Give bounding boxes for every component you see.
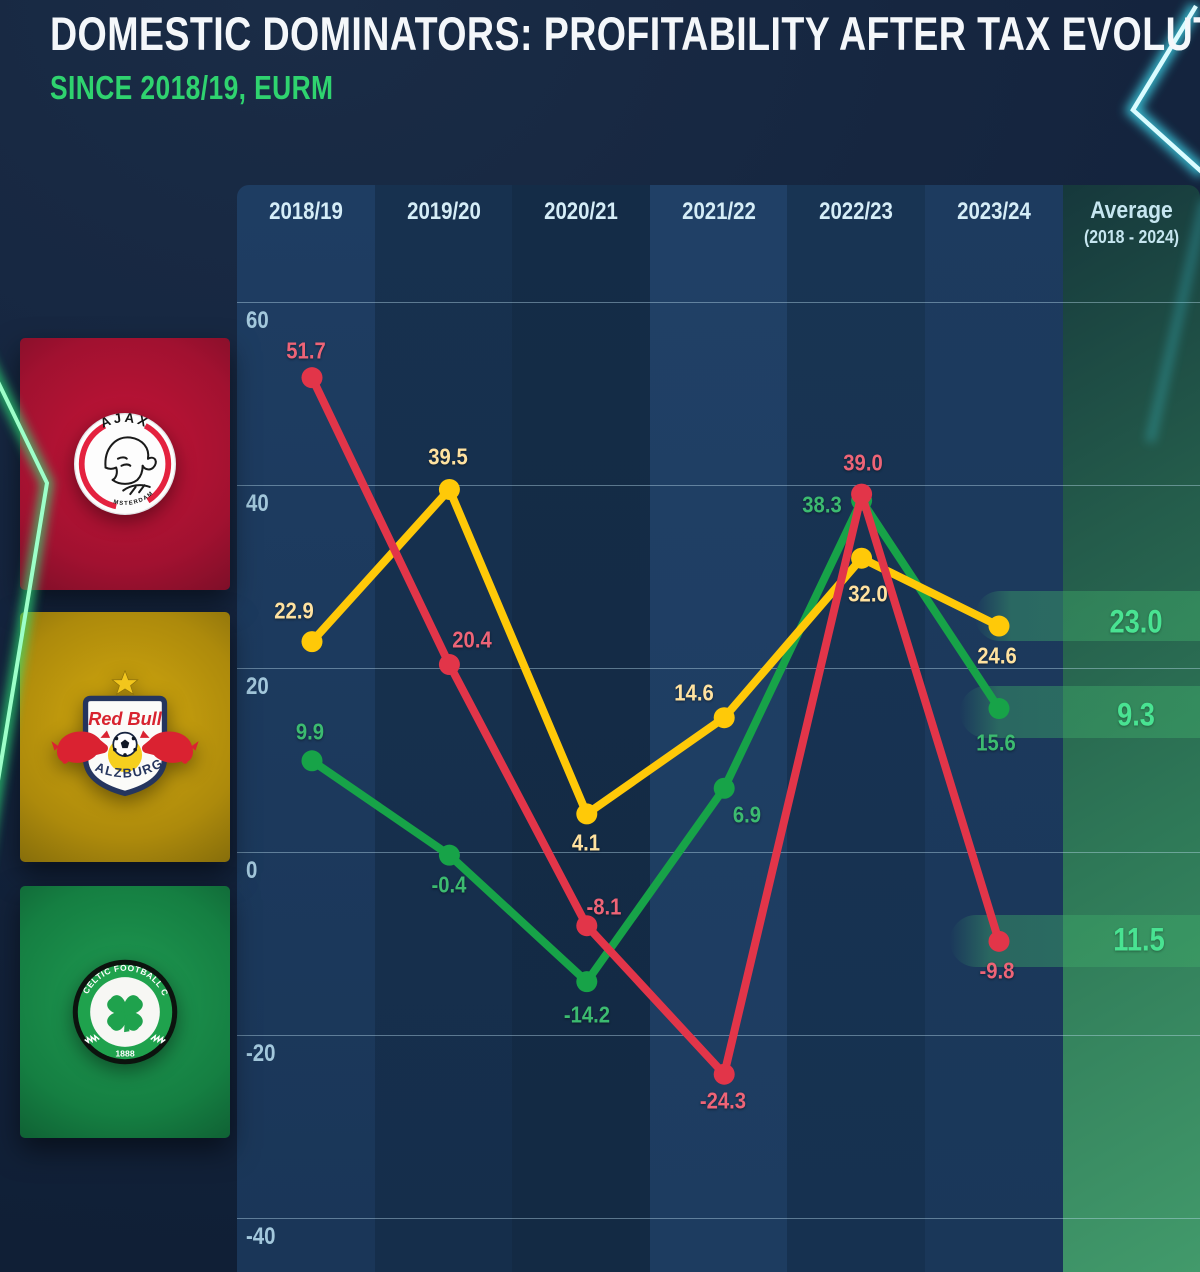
y-tick-40: 40 bbox=[246, 489, 269, 517]
chart-panel: 2018/19 2019/20 2020/21 2021/22 2022/23 … bbox=[237, 185, 1200, 1272]
column-2021-22 bbox=[650, 185, 787, 1272]
y-tick-20: 20 bbox=[246, 673, 269, 701]
y-tick--20: -20 bbox=[246, 1039, 276, 1067]
salzburg-football-icon bbox=[112, 731, 138, 757]
celtic-laurel-right bbox=[150, 1034, 166, 1044]
page-subtitle: SINCE 2018/19, EURM bbox=[50, 69, 334, 106]
column-header-2019-20: 2019/20 bbox=[407, 198, 481, 225]
gridline-20 bbox=[237, 668, 1200, 670]
column-header-2020-21: 2020/21 bbox=[544, 198, 618, 225]
salzburg-bull-left bbox=[51, 730, 111, 764]
celtic-logo: THE CELTIC FOOTBALL CLUB 1888 bbox=[72, 959, 178, 1065]
column-2018-19 bbox=[237, 185, 375, 1272]
salzburg-logo: Red Bull SALZBURG bbox=[45, 664, 199, 797]
average-header-line2: (2018 - 2024) bbox=[1083, 227, 1180, 247]
column-2022-23 bbox=[787, 185, 925, 1272]
gridline-0 bbox=[237, 851, 1200, 853]
column-header-2022-23: 2022/23 bbox=[819, 198, 893, 225]
ajax-logo: AJAX AMSTERDAM bbox=[73, 411, 177, 516]
average-highlight-salzburg bbox=[975, 591, 1200, 641]
y-tick-60: 60 bbox=[246, 306, 269, 334]
gridline-60 bbox=[237, 301, 1200, 303]
average-header-line1: Average bbox=[1090, 197, 1173, 224]
column-header-2021-22: 2021/22 bbox=[682, 198, 756, 225]
club-panel-celtic: THE CELTIC FOOTBALL CLUB 1888 bbox=[20, 886, 230, 1138]
column-2019-20 bbox=[375, 185, 512, 1272]
club-panel-ajax: AJAX AMSTERDAM bbox=[20, 338, 230, 590]
ajax-helmet-figure bbox=[104, 436, 157, 496]
column-2020-21 bbox=[512, 185, 650, 1272]
average-highlight-celtic bbox=[960, 686, 1200, 738]
column-header-2023-24: 2023/24 bbox=[957, 198, 1031, 225]
club-panel-salzburg: Red Bull SALZBURG bbox=[20, 612, 230, 862]
celtic-laurel-left bbox=[84, 1034, 100, 1044]
average-highlight-ajax bbox=[950, 915, 1200, 967]
gridline--20 bbox=[237, 1034, 1200, 1036]
page-title: DOMESTIC DOMINATORS: PROFITABILITY AFTER… bbox=[50, 7, 1200, 60]
gridline-40 bbox=[237, 484, 1200, 486]
salzburg-bull-right bbox=[139, 730, 199, 764]
salzburg-star-icon bbox=[111, 669, 139, 695]
celtic-year-text: 1888 bbox=[115, 1048, 134, 1058]
salzburg-brand-text: Red Bull bbox=[88, 709, 162, 729]
y-tick--40: -40 bbox=[246, 1223, 276, 1251]
svg-text:AJAX: AJAX bbox=[98, 411, 152, 431]
ajax-ring-text-top: AJAX bbox=[98, 411, 149, 431]
y-tick-0: 0 bbox=[246, 856, 258, 884]
header: DOMESTIC DOMINATORS: PROFITABILITY AFTER… bbox=[50, 6, 1200, 107]
column-header-2018-19: 2018/19 bbox=[269, 198, 343, 225]
gridline--40 bbox=[237, 1218, 1200, 1220]
average-column-header: Average (2018 - 2024) bbox=[1071, 197, 1192, 248]
celtic-clover-icon bbox=[107, 995, 143, 1033]
